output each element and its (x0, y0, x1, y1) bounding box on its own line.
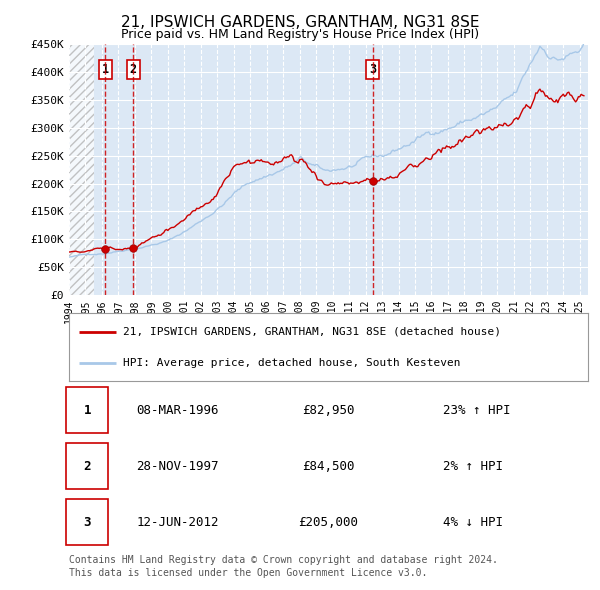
Text: 12-JUN-2012: 12-JUN-2012 (136, 516, 219, 529)
Text: 1: 1 (101, 63, 109, 76)
Text: £205,000: £205,000 (299, 516, 359, 529)
Text: This data is licensed under the Open Government Licence v3.0.: This data is licensed under the Open Gov… (69, 568, 427, 578)
Bar (69, 44, 94, 295)
Text: 1: 1 (83, 404, 91, 417)
Text: 3: 3 (370, 63, 377, 76)
FancyBboxPatch shape (67, 499, 108, 545)
Text: 2: 2 (83, 460, 91, 473)
Text: HPI: Average price, detached house, South Kesteven: HPI: Average price, detached house, Sout… (124, 358, 461, 368)
Text: £84,500: £84,500 (302, 460, 355, 473)
Text: Price paid vs. HM Land Registry's House Price Index (HPI): Price paid vs. HM Land Registry's House … (121, 28, 479, 41)
Text: 4% ↓ HPI: 4% ↓ HPI (443, 516, 503, 529)
Text: 2: 2 (130, 63, 137, 76)
Text: 08-MAR-1996: 08-MAR-1996 (136, 404, 219, 417)
Text: 2% ↑ HPI: 2% ↑ HPI (443, 460, 503, 473)
Text: 21, IPSWICH GARDENS, GRANTHAM, NG31 8SE (detached house): 21, IPSWICH GARDENS, GRANTHAM, NG31 8SE … (124, 327, 502, 337)
Text: £82,950: £82,950 (302, 404, 355, 417)
Text: Contains HM Land Registry data © Crown copyright and database right 2024.: Contains HM Land Registry data © Crown c… (69, 555, 498, 565)
Text: 28-NOV-1997: 28-NOV-1997 (136, 460, 219, 473)
Text: 21, IPSWICH GARDENS, GRANTHAM, NG31 8SE: 21, IPSWICH GARDENS, GRANTHAM, NG31 8SE (121, 15, 479, 30)
FancyBboxPatch shape (67, 387, 108, 433)
FancyBboxPatch shape (67, 443, 108, 489)
Text: 23% ↑ HPI: 23% ↑ HPI (443, 404, 510, 417)
Text: 3: 3 (83, 516, 91, 529)
